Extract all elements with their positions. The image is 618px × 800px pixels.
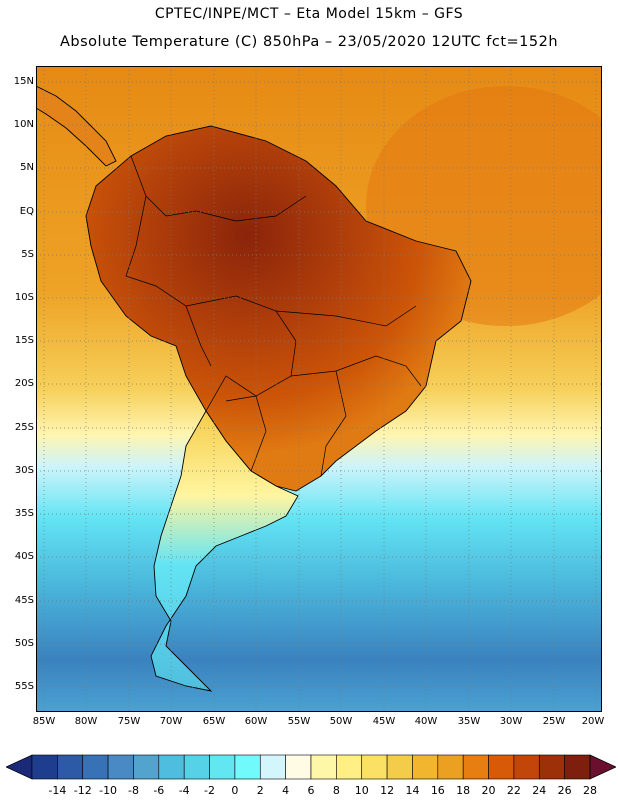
- lon-label: 60W: [244, 716, 268, 727]
- map-subtitle: Absolute Temperature (C) 850hPa – 23/05/…: [59, 34, 559, 50]
- colorbar-cell: [259, 754, 286, 780]
- colorbar-cell: [209, 754, 236, 780]
- lon-label: 50W: [329, 716, 353, 727]
- lon-label: 40W: [414, 716, 438, 727]
- colorbar-under-arrow: [6, 754, 33, 780]
- colorbar-cell: [107, 754, 134, 780]
- lat-label: 5S: [21, 249, 34, 260]
- map-border: [36, 66, 602, 712]
- south-america-landmass: [85, 125, 472, 492]
- colorbar-tick-label: 16: [430, 784, 445, 797]
- lon-label: 35W: [457, 716, 481, 727]
- colorbar-tick-label: 10: [354, 784, 369, 797]
- lat-label: 55S: [14, 681, 34, 692]
- colorbar-cell: [310, 754, 337, 780]
- lon-label: 55W: [287, 716, 311, 727]
- lon-label: 65W: [202, 716, 226, 727]
- colorbar-tick-label: -14: [48, 784, 67, 797]
- temperature-map: [36, 66, 602, 712]
- colorbar-tick-label: 0: [231, 784, 239, 797]
- lon-label: 85W: [32, 716, 56, 727]
- lat-label: 30S: [14, 465, 34, 476]
- colorbar-cell: [564, 754, 591, 780]
- lat-label: 15N: [13, 76, 34, 87]
- colorbar-tick-label: 8: [332, 784, 340, 797]
- temperature-colorbar: [6, 754, 616, 780]
- colorbar-cell: [437, 754, 464, 780]
- lon-label: 30W: [499, 716, 523, 727]
- southern-cone-landmass: [150, 410, 299, 692]
- lat-label: 20S: [14, 378, 34, 389]
- colorbar-cells: [31, 754, 591, 780]
- colorbar-cell: [234, 754, 261, 780]
- colorbar-cell: [133, 754, 160, 780]
- colorbar-tick-label: -4: [178, 784, 190, 797]
- lon-label: 45W: [372, 716, 396, 727]
- central-america-landmass: [36, 85, 117, 167]
- colorbar-cell: [462, 754, 489, 780]
- map-title: CPTEC/INPE/MCT – Eta Model 15km – GFS: [154, 6, 464, 22]
- colorbar-cell: [336, 754, 363, 780]
- lon-label: 80W: [74, 716, 98, 727]
- colorbar-tick-label: 26: [557, 784, 572, 797]
- lon-label: 70W: [159, 716, 183, 727]
- colorbar-tick-label: -6: [153, 784, 165, 797]
- colorbar-tick-label: 2: [256, 784, 264, 797]
- colorbar-cell: [31, 754, 58, 780]
- colorbar-cell: [386, 754, 413, 780]
- colorbar-tick-label: 28: [583, 784, 597, 797]
- lat-label: 25S: [14, 422, 34, 433]
- lat-label: EQ: [19, 206, 34, 217]
- colorbar-cell: [488, 754, 515, 780]
- colorbar-tick-label: -12: [73, 784, 92, 797]
- colorbar-cell: [183, 754, 210, 780]
- lon-label: 20W: [581, 716, 605, 727]
- colorbar-tick-label: 20: [481, 784, 496, 797]
- colorbar-cell: [158, 754, 185, 780]
- colorbar-over-arrow: [589, 754, 616, 780]
- colorbar-tick-label: 18: [456, 784, 471, 797]
- colorbar-cell: [285, 754, 312, 780]
- lat-label: 50S: [14, 638, 34, 649]
- lat-label: 35S: [14, 508, 34, 519]
- colorbar-cell: [538, 754, 565, 780]
- colorbar-tick-label: 14: [405, 784, 420, 797]
- colorbar-tick-label: 22: [506, 784, 521, 797]
- lon-label: 75W: [117, 716, 141, 727]
- colorbar-cell: [57, 754, 84, 780]
- lat-label: 15S: [14, 335, 34, 346]
- lat-label: 40S: [14, 551, 34, 562]
- colorbar-tick-label: 12: [380, 784, 395, 797]
- colorbar-cell: [412, 754, 439, 780]
- colorbar-tick-label: 24: [532, 784, 547, 797]
- colorbar-tick-label: 6: [307, 784, 315, 797]
- colorbar-tick-label: -2: [204, 784, 216, 797]
- colorbar-cell: [82, 754, 109, 780]
- lat-label: 5N: [20, 162, 34, 173]
- colorbar-tick-label: 4: [282, 784, 290, 797]
- colorbar-tick-label: -10: [99, 784, 118, 797]
- lat-label: 10S: [14, 292, 34, 303]
- lat-label: 10N: [13, 119, 34, 130]
- colorbar-cell: [361, 754, 388, 780]
- colorbar-cell: [513, 754, 540, 780]
- colorbar-tick-label: -8: [127, 784, 139, 797]
- lat-label: 45S: [14, 595, 34, 606]
- lon-label: 25W: [542, 716, 566, 727]
